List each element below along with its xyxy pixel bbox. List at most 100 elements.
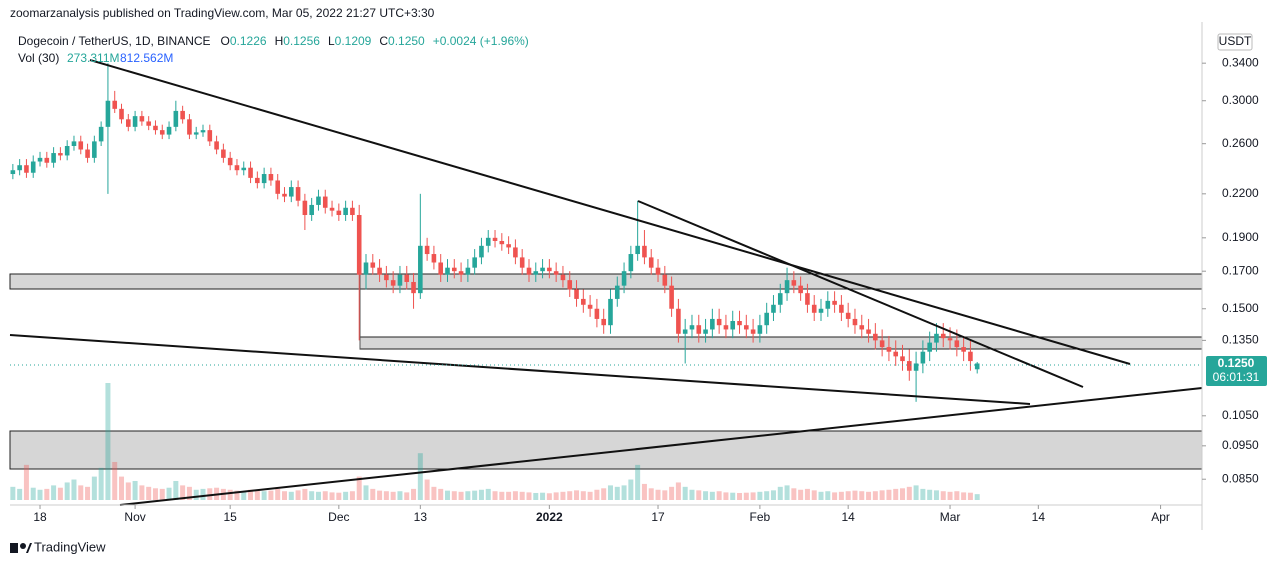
trendline: [89, 59, 1131, 365]
trendline: [9, 334, 1031, 405]
volume-bar: [241, 491, 247, 500]
volume-bar: [343, 491, 349, 500]
currency-box[interactable]: [1217, 33, 1253, 51]
volume-bar: [893, 488, 899, 500]
candle-body: [832, 300, 837, 305]
volume-bar: [146, 486, 152, 500]
candle-body: [519, 257, 525, 268]
volume-bar: [682, 486, 688, 500]
volume-bar: [336, 492, 342, 500]
zone: [9, 430, 1203, 470]
candle-body: [764, 312, 769, 326]
volume-bar: [838, 491, 844, 500]
candle-body: [954, 340, 960, 348]
volume-bar: [716, 491, 722, 500]
volume-bar: [119, 476, 125, 500]
candle-body: [730, 321, 736, 330]
volume-bar: [370, 488, 376, 500]
volume-bar: [580, 491, 586, 500]
candle-body: [350, 207, 355, 216]
candle-body: [723, 325, 729, 330]
candle-body: [214, 141, 219, 150]
volume-bar: [587, 491, 593, 500]
candle-body: [927, 342, 932, 352]
volume-bar: [193, 489, 199, 500]
volume-bar: [743, 492, 749, 500]
volume-bar: [879, 490, 885, 500]
volume-bar: [139, 485, 145, 500]
y-tick-label: 0.2600: [1222, 136, 1259, 150]
ohlc-key: O: [221, 34, 230, 48]
volume-bar: [553, 492, 559, 500]
candle-body: [642, 245, 647, 258]
candle-body: [940, 333, 946, 339]
candle-body: [839, 304, 844, 313]
y-tick-label: 0.0850: [1222, 471, 1259, 485]
candle-body: [268, 174, 274, 181]
candle-body: [404, 274, 410, 282]
zone: [9, 273, 1203, 290]
candle-body: [132, 116, 138, 127]
candle-body: [581, 298, 586, 305]
volume-bar: [709, 491, 715, 500]
volume-bar: [431, 486, 437, 500]
brand: TradingView: [34, 539, 106, 554]
volume-bar: [465, 491, 471, 500]
volume-bar: [499, 491, 505, 500]
brand-logo: [10, 543, 32, 553]
volume-bar: [737, 492, 743, 500]
ohlc-value: 0.1250: [388, 34, 425, 48]
candle-body: [10, 170, 16, 175]
volume-bar: [811, 490, 817, 500]
change: +0.0024 (+1.96%): [433, 34, 529, 48]
x-tick-label: Mar: [940, 510, 961, 524]
candle-body: [866, 329, 871, 334]
volume-bar: [519, 491, 525, 500]
volume-bar: [404, 492, 410, 500]
candle-body: [255, 177, 260, 184]
candle-body: [221, 149, 226, 158]
candle-body: [322, 196, 328, 208]
currency: USDT: [1219, 34, 1252, 48]
candle-body: [451, 267, 457, 272]
volume-bar: [954, 491, 960, 500]
candle-body: [900, 356, 905, 362]
candle-body: [288, 187, 294, 197]
volume-bar: [44, 488, 50, 500]
volume-bar: [10, 486, 16, 500]
volume-bar: [254, 490, 260, 500]
volume-bar: [845, 491, 851, 500]
volume-bar: [451, 491, 457, 500]
candle-body: [703, 329, 708, 334]
volume-bar: [635, 464, 641, 500]
candle-body: [852, 318, 858, 326]
volume-bar: [180, 485, 186, 500]
volume-bar: [648, 488, 654, 500]
candle-body: [669, 285, 674, 309]
candle-body: [139, 116, 145, 122]
volume-bar: [227, 489, 233, 500]
candle-body: [384, 274, 389, 281]
volume-bar: [750, 492, 756, 500]
volume-bar: [71, 479, 77, 500]
volume-bar: [78, 485, 84, 500]
candle-body: [805, 293, 810, 305]
y-tick-label: 0.1900: [1222, 230, 1259, 244]
candle-body: [78, 141, 84, 150]
candle-body: [526, 267, 532, 275]
volume-bar: [886, 489, 892, 500]
candle-body: [458, 271, 464, 275]
candle-body: [961, 347, 966, 352]
volume-bar: [275, 488, 281, 500]
x-tick-label: 18: [33, 510, 47, 524]
trendline: [119, 387, 1203, 506]
y-tick-label: 0.0950: [1222, 438, 1259, 452]
candle-body: [547, 267, 552, 272]
volume-bar: [98, 467, 104, 500]
volume-bar: [478, 489, 484, 500]
candle-body: [974, 363, 980, 370]
x-tick-label: 2022: [536, 510, 563, 524]
candle-body: [737, 321, 742, 326]
candle-body: [418, 245, 423, 294]
candle-body: [479, 245, 484, 258]
